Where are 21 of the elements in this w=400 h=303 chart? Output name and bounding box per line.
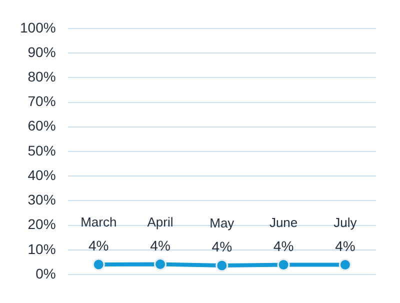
x-tick-label: July — [334, 214, 358, 230]
data-label: 4% — [88, 238, 109, 254]
y-tick-label: 0% — [36, 265, 56, 282]
y-tick-label: 70% — [28, 93, 56, 110]
y-tick-label: 10% — [28, 240, 56, 257]
x-tick-label: June — [269, 214, 298, 230]
y-tick-label: 30% — [28, 192, 56, 208]
x-tick-label: March — [80, 214, 117, 230]
data-label: 4% — [212, 238, 232, 254]
y-tick-label: 80% — [28, 68, 56, 84]
data-label: 4% — [273, 238, 294, 254]
y-tick-label: 90% — [28, 44, 56, 60]
data-label: 4% — [150, 237, 170, 254]
x-tick-label: May — [210, 215, 235, 230]
y-tick-label: 40% — [28, 166, 56, 183]
y-tick-label: 60% — [28, 118, 56, 134]
data-label: 4% — [335, 238, 356, 254]
y-tick-label: 50% — [28, 142, 56, 158]
x-tick-label: April — [147, 214, 174, 230]
y-tick-label: 100% — [20, 19, 56, 36]
y-tick-label: 20% — [28, 216, 56, 232]
